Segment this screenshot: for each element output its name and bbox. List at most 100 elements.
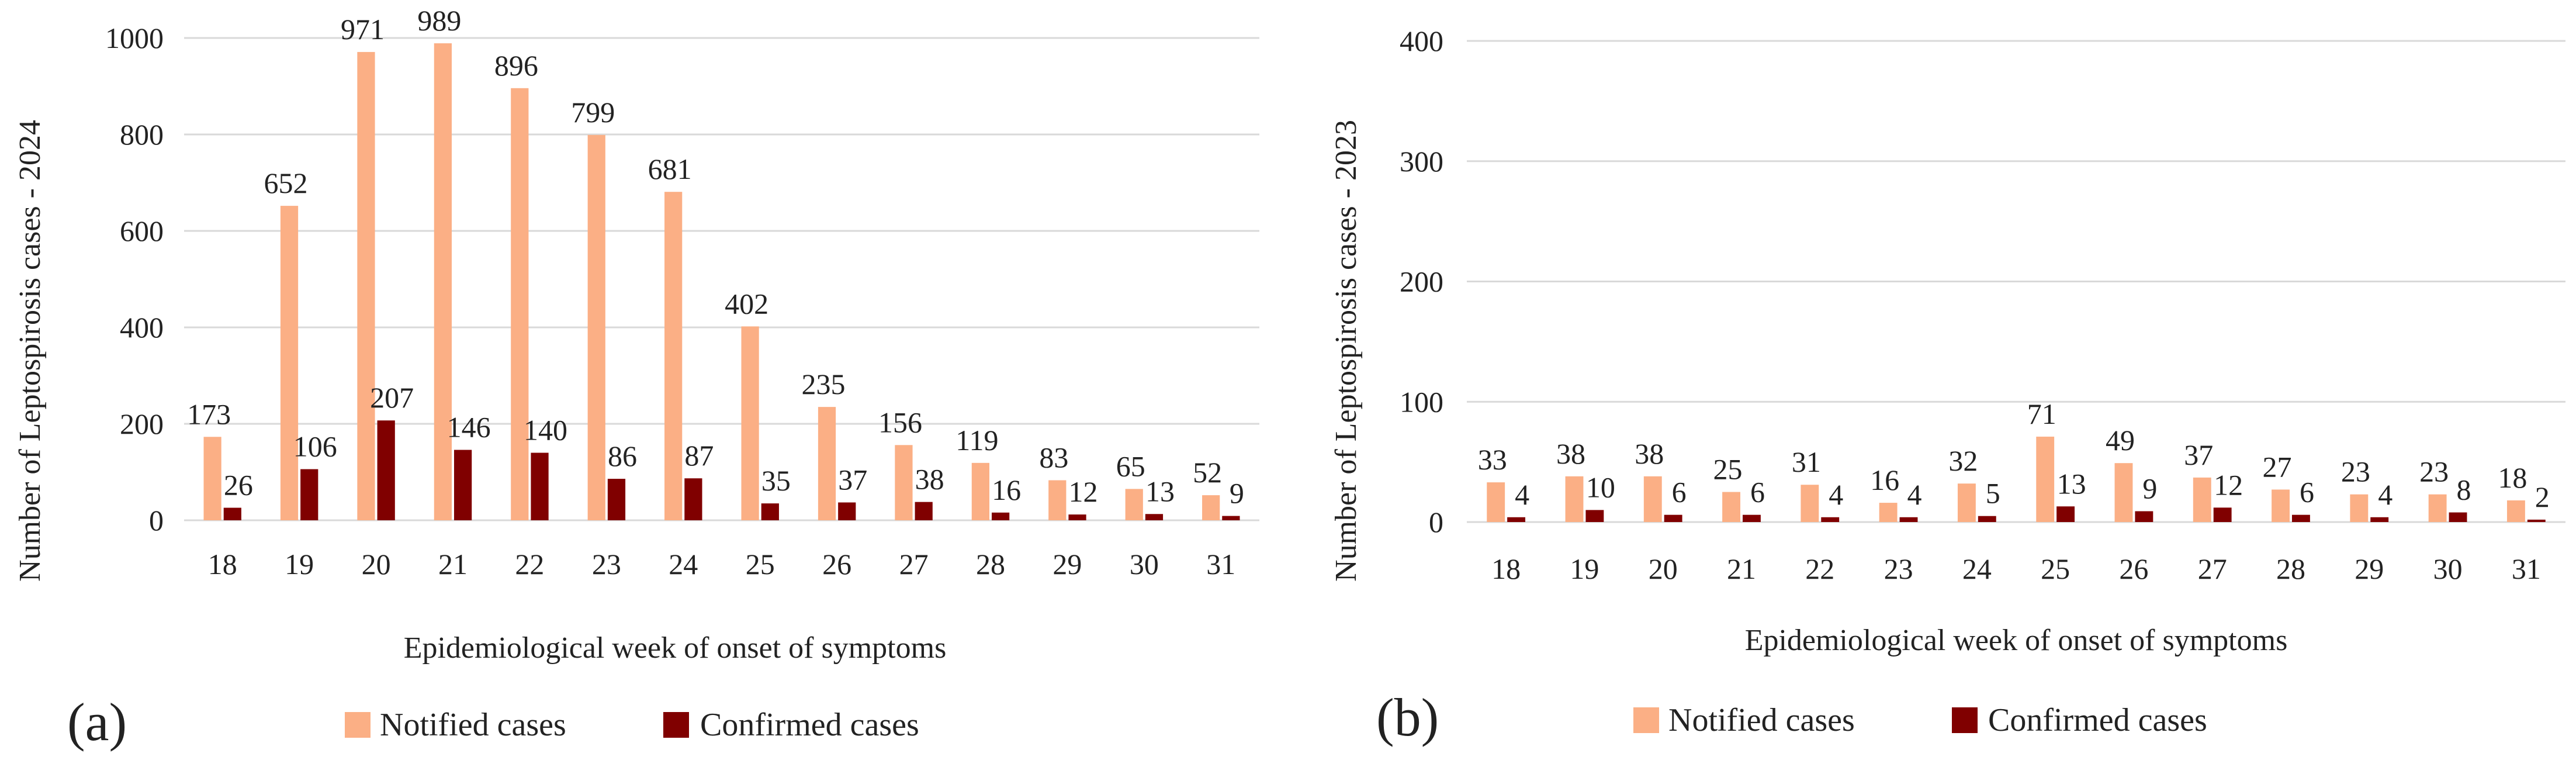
notified-value-label: 23 xyxy=(2341,455,2370,488)
notified-value-label: 18 xyxy=(2498,461,2527,494)
legend-swatch-notified xyxy=(345,712,371,738)
confirmed-bar xyxy=(1585,510,1604,522)
notified-bar xyxy=(664,192,683,520)
confirmed-value-label: 4 xyxy=(2378,478,2393,511)
y-tick-label: 800 xyxy=(120,118,164,151)
confirmed-value-label: 140 xyxy=(524,414,567,447)
confirmed-bar xyxy=(2527,519,2546,522)
x-tick-label: 21 xyxy=(438,548,468,580)
notified-value-label: 235 xyxy=(802,368,846,400)
confirmed-value-label: 13 xyxy=(2057,467,2086,500)
notified-value-label: 83 xyxy=(1039,441,1068,474)
notified-value-label: 27 xyxy=(2263,450,2292,483)
confirmed-bar xyxy=(2370,517,2389,522)
notified-bar xyxy=(434,43,452,520)
notified-value-label: 37 xyxy=(2184,438,2213,471)
notified-value-label: 652 xyxy=(264,167,308,199)
confirmed-bar xyxy=(223,507,241,520)
confirmed-value-label: 9 xyxy=(2142,472,2157,505)
confirmed-bar xyxy=(2292,514,2310,522)
notified-bar xyxy=(1801,485,1819,522)
confirmed-value-label: 9 xyxy=(1230,477,1244,510)
notified-value-label: 65 xyxy=(1116,450,1145,482)
x-tick-label: 24 xyxy=(669,548,698,580)
panel-label: (a) xyxy=(67,692,127,752)
x-tick-label: 26 xyxy=(822,548,851,580)
y-tick-label: 0 xyxy=(149,504,164,537)
notified-value-label: 49 xyxy=(2106,424,2135,457)
confirmed-value-label: 37 xyxy=(838,463,867,496)
notified-value-label: 16 xyxy=(1870,464,1899,496)
confirmed-bar xyxy=(992,512,1010,520)
x-axis-title: Epidemiological week of onset of symptom… xyxy=(404,631,947,665)
notified-value-label: 31 xyxy=(1792,445,1821,478)
confirmed-value-label: 5 xyxy=(1986,477,2000,510)
confirmed-value-label: 26 xyxy=(224,469,253,502)
notified-value-label: 799 xyxy=(571,96,615,129)
chart-b: 0100200300400183341938102038621256223142… xyxy=(1329,25,2565,747)
x-tick-label: 20 xyxy=(362,548,391,580)
confirmed-bar xyxy=(1743,514,1761,522)
confirmed-bar xyxy=(1664,514,1682,522)
confirmed-value-label: 13 xyxy=(1145,475,1175,507)
x-tick-label: 19 xyxy=(1570,552,1599,585)
confirmed-bar xyxy=(2449,512,2467,522)
x-tick-label: 31 xyxy=(2512,552,2541,585)
confirmed-value-label: 207 xyxy=(370,381,414,414)
notified-value-label: 971 xyxy=(341,13,385,46)
confirmed-bar xyxy=(1978,516,1996,522)
notified-bar xyxy=(587,134,605,520)
x-tick-label: 31 xyxy=(1206,548,1235,580)
confirmed-bar xyxy=(1145,514,1164,520)
notified-value-label: 71 xyxy=(2027,398,2056,430)
x-tick-label: 21 xyxy=(1727,552,1756,585)
confirmed-value-label: 4 xyxy=(1829,478,1843,511)
confirmed-bar xyxy=(915,502,933,520)
confirmed-bar xyxy=(531,452,549,520)
confirmed-bar xyxy=(761,503,779,520)
confirmed-value-label: 146 xyxy=(447,411,491,444)
confirmed-value-label: 4 xyxy=(1515,478,1529,511)
confirmed-bar xyxy=(1222,516,1240,520)
y-tick-label: 0 xyxy=(1429,506,1443,538)
notified-bar xyxy=(1879,503,1898,522)
confirmed-bar xyxy=(838,502,856,520)
legend-label-notified: Notified cases xyxy=(1668,702,1855,738)
confirmed-bar xyxy=(1068,514,1086,520)
confirmed-value-label: 16 xyxy=(992,474,1021,506)
y-tick-label: 400 xyxy=(1400,25,1443,57)
notified-value-label: 52 xyxy=(1193,456,1222,489)
x-tick-label: 22 xyxy=(1805,552,1834,585)
confirmed-bar xyxy=(1899,517,1918,522)
x-tick-label: 23 xyxy=(1884,552,1913,585)
notified-bar xyxy=(1048,480,1067,520)
confirmed-bar xyxy=(1821,517,1840,522)
notified-bar xyxy=(818,407,836,520)
x-tick-label: 27 xyxy=(2198,552,2227,585)
notified-bar xyxy=(1125,489,1143,520)
notified-value-label: 33 xyxy=(1478,443,1507,476)
x-tick-label: 24 xyxy=(1962,552,1992,585)
notified-bar xyxy=(2506,500,2525,522)
confirmed-bar xyxy=(377,420,395,520)
confirmed-bar xyxy=(607,479,626,520)
confirmed-bar xyxy=(684,478,702,520)
x-tick-label: 22 xyxy=(515,548,544,580)
x-tick-label: 25 xyxy=(2041,552,2070,585)
confirmed-value-label: 35 xyxy=(761,464,791,497)
notified-value-label: 156 xyxy=(878,406,922,438)
notified-value-label: 25 xyxy=(1713,453,1743,486)
confirmed-value-label: 8 xyxy=(2457,474,2471,506)
confirmed-bar xyxy=(2056,506,2075,522)
x-tick-label: 20 xyxy=(1649,552,1678,585)
y-tick-label: 600 xyxy=(120,215,164,247)
notified-bar xyxy=(357,51,375,521)
confirmed-value-label: 106 xyxy=(293,430,337,463)
y-tick-label: 1000 xyxy=(105,22,164,54)
y-axis-title: Number of Leptospirosis cases - 2023 xyxy=(1329,120,1363,582)
x-tick-label: 30 xyxy=(1130,548,1159,580)
x-tick-label: 28 xyxy=(976,548,1005,580)
legend-label-confirmed: Confirmed cases xyxy=(700,707,919,743)
confirmed-value-label: 12 xyxy=(1069,475,1098,508)
